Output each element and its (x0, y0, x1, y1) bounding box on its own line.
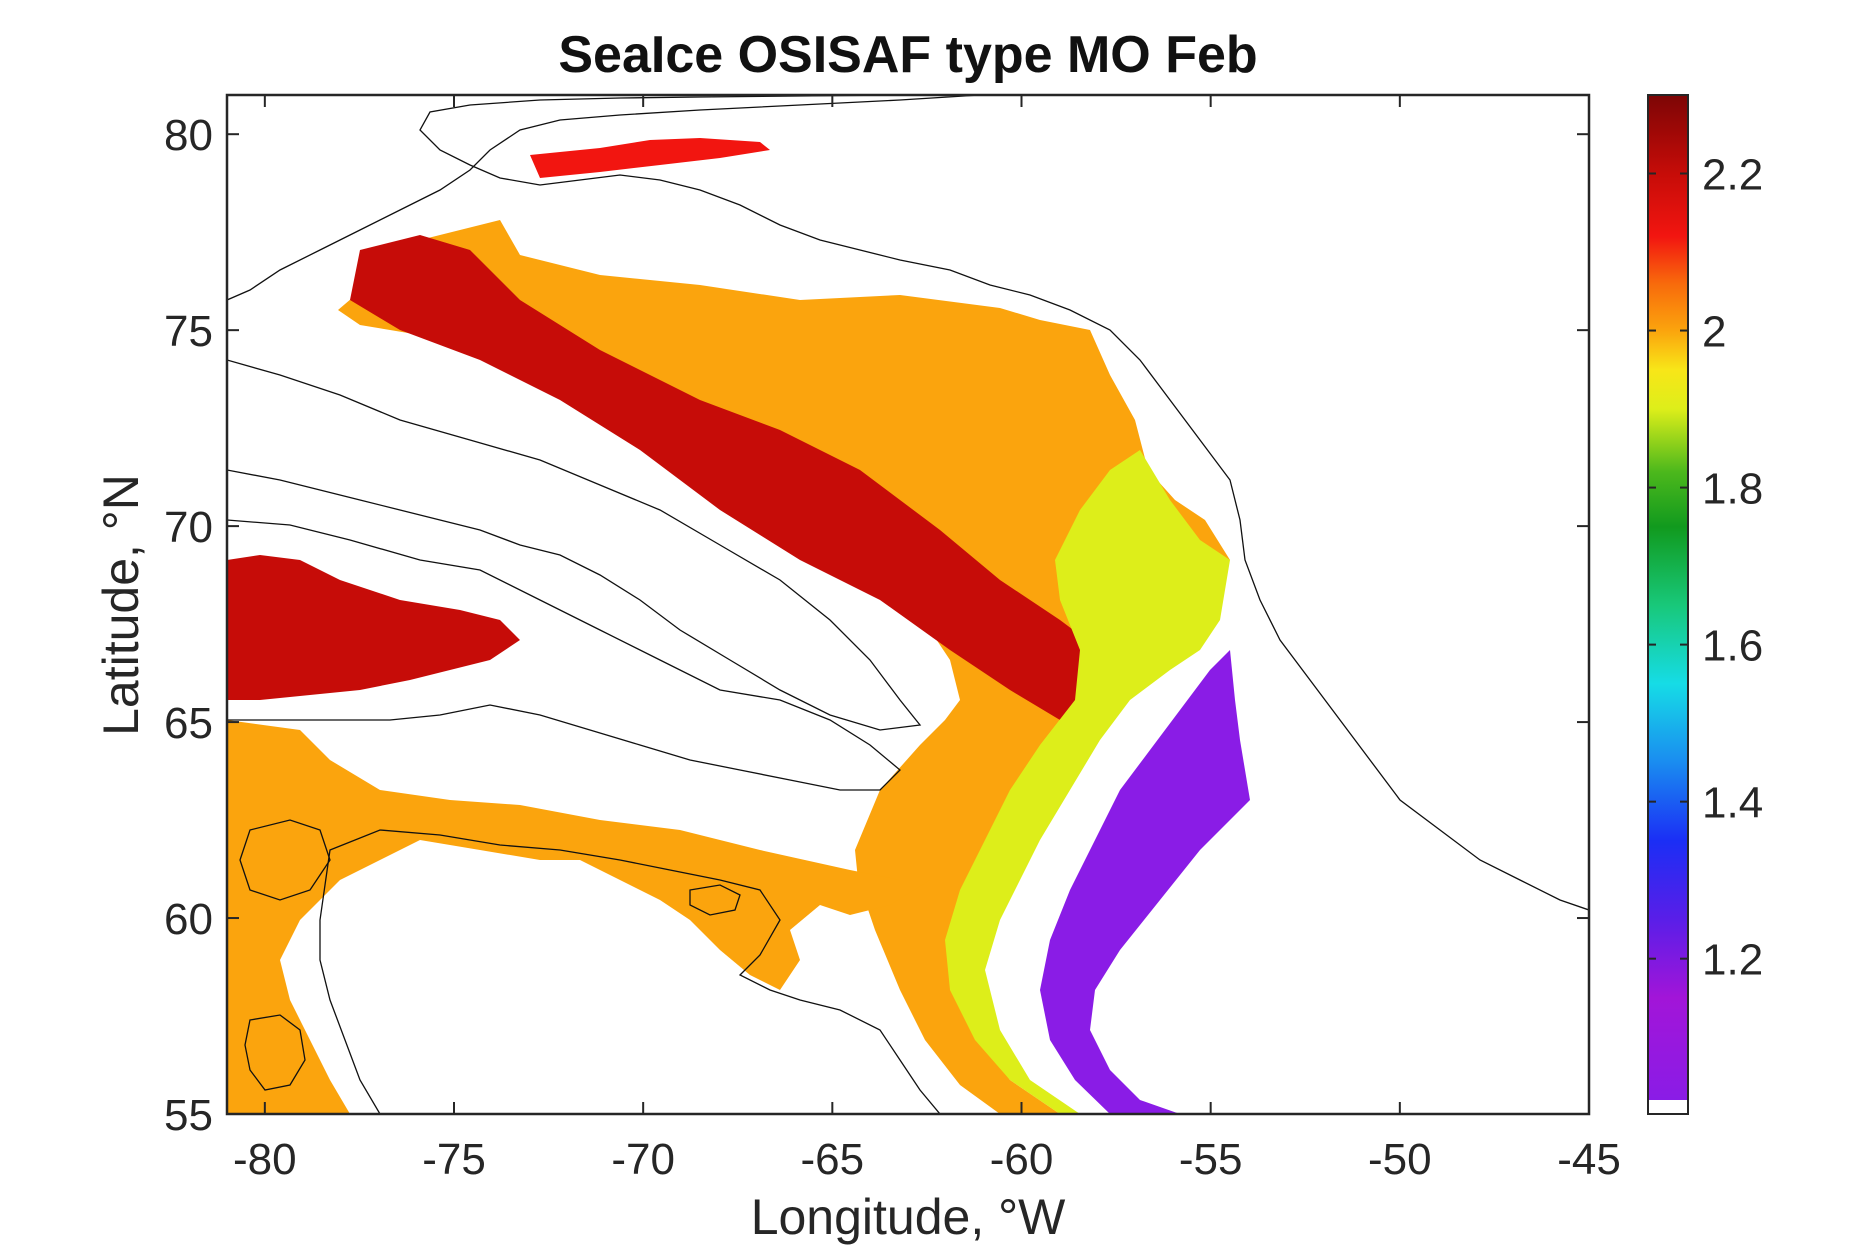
region-hudson-strait-and-bay (227, 720, 930, 1114)
x-tick-label: -70 (611, 1135, 675, 1184)
land-quebec-labrador (319, 829, 941, 1114)
x-tick-label: -75 (422, 1135, 486, 1184)
x-axis-ticks: -80 -75 -70 -65 -60 -55 -50 -45 (233, 95, 1621, 1184)
land-akpatok-island (689, 884, 741, 916)
region-labrador-sea-marginal-ice (1040, 650, 1250, 1114)
colorbar-tick-label: 1.8 (1702, 465, 1763, 514)
colorbar-tick-label: 1.6 (1702, 622, 1763, 671)
axes-box (225, 93, 1591, 1116)
region-baffin-ridge-max (350, 235, 1110, 720)
region-davis-strait-transition (945, 450, 1230, 1114)
y-tick-label: 70 (164, 503, 213, 552)
x-tick-label: -65 (801, 1135, 865, 1184)
colorbar-tick-label: 2 (1702, 308, 1726, 357)
y-tick-label: 60 (164, 895, 213, 944)
land-greenland (419, 95, 1589, 911)
region-baffin-bay-thick-ice (338, 220, 1230, 1114)
x-tick-label: -45 (1557, 1135, 1621, 1184)
y-tick-label: 75 (164, 307, 213, 356)
colorbar-tick-label: 1.2 (1702, 936, 1763, 985)
land-southampton-island (239, 819, 331, 901)
land-baffin-island (227, 359, 922, 731)
colorbar-gradient (1648, 95, 1688, 1100)
plot-area (227, 95, 1589, 1114)
y-tick-label: 55 (164, 1091, 213, 1140)
y-axis-ticks: 55 60 65 70 75 80 (164, 111, 1589, 1140)
colorbar-frame (1647, 94, 1689, 1115)
colorbar-tick-label: 1.4 (1702, 779, 1763, 828)
colorbar-ticks: 1.2 1.4 1.6 1.8 2 2.2 (1648, 151, 1763, 985)
y-tick-label: 65 (164, 699, 213, 748)
land-baffin-peninsula (227, 519, 901, 791)
x-axis-label: Longitude, °W (751, 1189, 1066, 1245)
y-axis-label: Latitude, °N (93, 474, 149, 736)
colorbar-nodata-swatch (1648, 1100, 1688, 1114)
land-ellesmere (227, 95, 981, 301)
x-tick-label: -80 (233, 1135, 297, 1184)
region-nares-strait (530, 138, 770, 178)
colorbar-tick-label: 2.2 (1702, 151, 1763, 200)
land-belcher-area (244, 1014, 306, 1091)
y-tick-label: 80 (164, 111, 213, 160)
x-tick-label: -60 (990, 1135, 1054, 1184)
x-tick-label: -55 (1179, 1135, 1243, 1184)
colorbar: 1.2 1.4 1.6 1.8 2 2.2 (1647, 94, 1763, 1115)
chart-title: SeaIce OSISAF type MO Feb (558, 26, 1257, 84)
x-tick-label: -50 (1368, 1135, 1432, 1184)
region-foxe-basin (227, 555, 520, 700)
